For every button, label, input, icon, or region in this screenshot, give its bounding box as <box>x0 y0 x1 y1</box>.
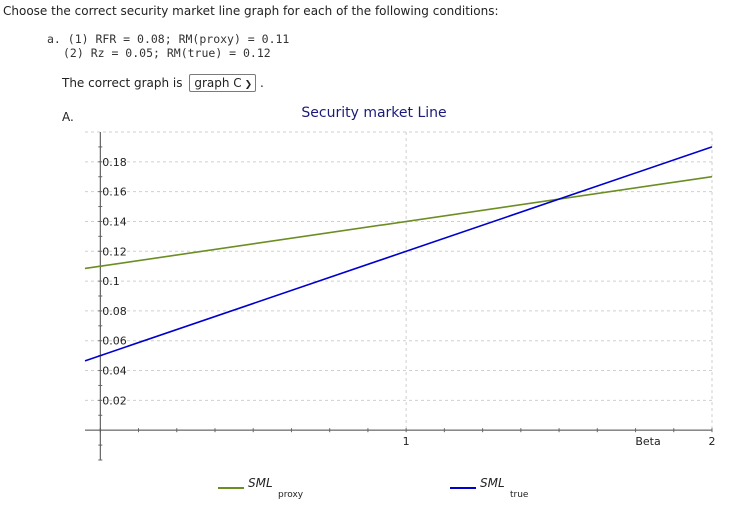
y-tick-label: 0.1 <box>102 275 120 288</box>
chevron-down-icon: ❯ <box>244 80 253 90</box>
legend-label-proxy: SML <box>248 476 273 490</box>
condition-line-1: a. (1) RFR = 0.08; RM(proxy) = 0.11 <box>47 32 289 46</box>
y-tick-label: 0.04 <box>102 365 127 378</box>
legend-label-true: SML <box>480 476 505 490</box>
legend-subscript-true: true <box>510 490 529 500</box>
condition-1-text: (1) RFR = 0.08; RM(proxy) = 0.11 <box>67 32 290 46</box>
chart-title: Security market Line <box>301 105 446 121</box>
x-tick-label: 2 <box>709 435 716 448</box>
x-tick-label: 1 <box>403 435 410 448</box>
answer-line: The correct graph is graph C ❯ . <box>62 74 264 92</box>
graph-select[interactable]: graph C ❯ <box>189 74 257 92</box>
condition-2-text: (2) Rz = 0.05; RM(true) = 0.12 <box>63 46 271 60</box>
sml-true-line <box>84 146 713 362</box>
question-text: Choose the correct security market line … <box>3 4 499 18</box>
y-tick-label: 0.02 <box>102 394 127 407</box>
item-label: a. <box>47 32 61 46</box>
y-tick-label: 0.16 <box>102 186 127 199</box>
answer-prefix: The correct graph is <box>62 76 183 90</box>
graph-select-value: graph C <box>194 76 242 90</box>
y-tick-label: 0.18 <box>102 156 127 169</box>
y-tick-label: 0.06 <box>102 335 127 348</box>
y-tick-label: 0.14 <box>102 215 127 228</box>
answer-suffix: . <box>260 76 264 90</box>
conditions-block: a. (1) RFR = 0.08; RM(proxy) = 0.11 (2) … <box>47 32 289 60</box>
sml-proxy-line <box>84 175 713 270</box>
legend-subscript-proxy: proxy <box>278 490 304 500</box>
condition-line-2: (2) Rz = 0.05; RM(true) = 0.12 <box>47 46 289 60</box>
y-tick-label: 0.12 <box>102 245 127 258</box>
option-label: A. <box>62 110 74 124</box>
x-axis-label: Beta <box>635 435 660 448</box>
y-tick-label: 0.08 <box>102 305 127 318</box>
